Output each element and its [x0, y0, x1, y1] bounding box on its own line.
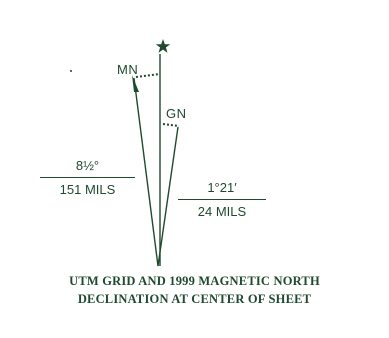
caption-line-2: DECLINATION AT CENTER OF SHEET [77, 292, 312, 306]
mn-dotted-marker [135, 73, 161, 78]
mn-degrees: 8½° [40, 158, 135, 178]
gn-label: GN [166, 106, 187, 121]
gn-mils: 24 MILS [197, 204, 247, 219]
magnetic-north-arrowhead [132, 75, 139, 92]
star-icon [155, 39, 171, 53]
mn-mils: 151 MILS [59, 182, 116, 197]
speck-dot [70, 70, 72, 72]
grid-north-line [157, 126, 179, 267]
magnetic-north-line [133, 77, 159, 267]
gn-degrees: 1°21′ [178, 180, 266, 200]
diagram-caption: UTM GRID AND 1999 MAGNETIC NORTH DECLINA… [0, 272, 389, 308]
mn-declination-angle: 8½° 151 MILS [40, 158, 135, 198]
gn-dotted-marker [162, 123, 180, 127]
gn-declination-angle: 1°21′ 24 MILS [178, 180, 266, 220]
caption-line-1: UTM GRID AND 1999 MAGNETIC NORTH [69, 274, 320, 288]
mn-label: MN [117, 62, 139, 77]
